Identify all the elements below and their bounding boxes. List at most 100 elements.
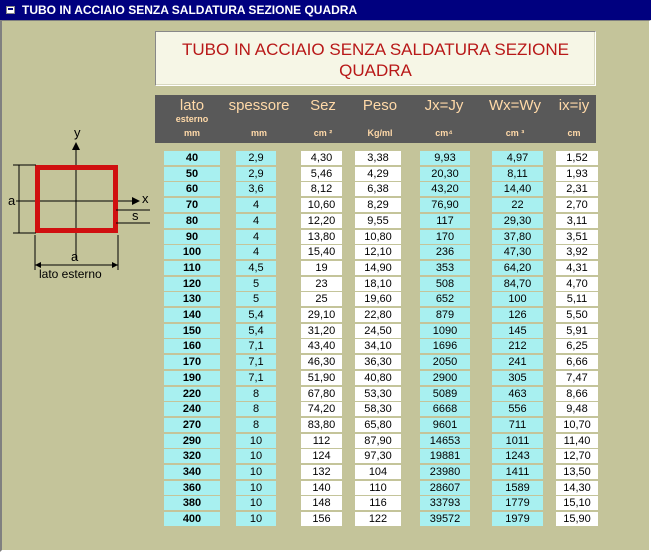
table-cell-wx-wy: 1011 xyxy=(492,434,543,448)
table-cell-wx-wy: 4,97 xyxy=(492,151,543,165)
table-cell-jx-jy: 14653 xyxy=(420,434,470,448)
table-cell-sez: 67,80 xyxy=(301,387,342,401)
table-cell-spessore: 5 xyxy=(236,277,276,291)
table-cell-jx-jy: 353 xyxy=(420,261,470,275)
table-cell-wx-wy: 556 xyxy=(492,402,543,416)
column-header-lato-esterno: lato esterno mm xyxy=(159,95,225,143)
table-cell-jx-jy: 236 xyxy=(420,245,470,259)
table-cell-spessore: 5,4 xyxy=(236,308,276,322)
table-cell-ix-iy: 8,66 xyxy=(556,387,598,401)
table-cell-wx-wy: 1589 xyxy=(492,481,543,495)
table-cell-lato-esterno: 340 xyxy=(164,465,220,479)
table-cell-jx-jy: 117 xyxy=(420,214,470,228)
column-name: lato xyxy=(179,97,205,114)
table-cell-sez: 156 xyxy=(301,512,342,526)
column-header-jx-jy: Jx=Jy cm⁴ xyxy=(414,95,474,143)
table-cell-spessore: 8 xyxy=(236,402,276,416)
table-cell-wx-wy: 212 xyxy=(492,339,543,353)
table-cell-sez: 124 xyxy=(301,449,342,463)
table-cell-lato-esterno: 290 xyxy=(164,434,220,448)
table-cell-spessore: 2,9 xyxy=(236,167,276,181)
section-diagram: y x a s a lato esterno xyxy=(6,125,156,283)
table-cell-spessore: 7,1 xyxy=(236,355,276,369)
table-cell-jx-jy: 6668 xyxy=(420,402,470,416)
table-cell-sez: 23 xyxy=(301,277,342,291)
column-unit: cm ² xyxy=(313,128,333,138)
column-unit: mm xyxy=(250,128,267,138)
table-cell-lato-esterno: 110 xyxy=(164,261,220,275)
table-cell-ix-iy: 2,31 xyxy=(556,182,598,196)
table-cell-spessore: 8 xyxy=(236,418,276,432)
window-icon[interactable] xyxy=(6,6,15,14)
bottom-dimension-label: a xyxy=(71,249,79,264)
table-cell-lato-esterno: 400 xyxy=(164,512,220,526)
tube-section-frame xyxy=(35,165,118,233)
table-cell-lato-esterno: 270 xyxy=(164,418,220,432)
table-cell-ix-iy: 13,50 xyxy=(556,465,598,479)
table-cell-lato-esterno: 60 xyxy=(164,182,220,196)
column-name: Sez xyxy=(310,97,336,114)
table-cell-sez: 15,40 xyxy=(301,245,342,259)
table-cell-ix-iy: 2,70 xyxy=(556,198,598,212)
table-cell-peso: 40,80 xyxy=(355,371,401,385)
table-cell-spessore: 3,6 xyxy=(236,182,276,196)
table-cell-spessore: 8 xyxy=(236,387,276,401)
table-cell-peso: 9,55 xyxy=(355,214,401,228)
table-cell-wx-wy: 8,11 xyxy=(492,167,543,181)
table-cell-sez: 46,30 xyxy=(301,355,342,369)
table-cell-lato-esterno: 120 xyxy=(164,277,220,291)
heading-line-2: QUADRA xyxy=(339,61,412,80)
table-cell-spessore: 5 xyxy=(236,292,276,306)
table-cell-ix-iy: 4,70 xyxy=(556,277,598,291)
thickness-label: s xyxy=(132,208,139,223)
column-header-sez: Sez cm ² xyxy=(298,95,348,143)
table-cell-jx-jy: 19881 xyxy=(420,449,470,463)
table-cell-ix-iy: 5,91 xyxy=(556,324,598,338)
table-cell-sez: 13,80 xyxy=(301,230,342,244)
column-header-wx-wy: Wx=Wy cm ³ xyxy=(482,95,548,143)
table-cell-ix-iy: 7,47 xyxy=(556,371,598,385)
table-cell-sez: 74,20 xyxy=(301,402,342,416)
client-area xyxy=(0,20,651,552)
table-cell-peso: 104 xyxy=(355,465,401,479)
table-cell-wx-wy: 47,30 xyxy=(492,245,543,259)
column-name: Wx=Wy xyxy=(489,97,541,114)
table-cell-peso: 6,38 xyxy=(355,182,401,196)
table-cell-peso: 4,29 xyxy=(355,167,401,181)
table-cell-peso: 10,80 xyxy=(355,230,401,244)
table-cell-ix-iy: 15,10 xyxy=(556,496,598,510)
table-cell-lato-esterno: 320 xyxy=(164,449,220,463)
table-cell-lato-esterno: 130 xyxy=(164,292,220,306)
table-cell-peso: 36,30 xyxy=(355,355,401,369)
table-cell-sez: 10,60 xyxy=(301,198,342,212)
table-cell-wx-wy: 711 xyxy=(492,418,543,432)
table-cell-jx-jy: 5089 xyxy=(420,387,470,401)
table-cell-peso: 53,30 xyxy=(355,387,401,401)
table-cell-lato-esterno: 360 xyxy=(164,481,220,495)
table-cell-peso: 58,30 xyxy=(355,402,401,416)
table-cell-ix-iy: 10,70 xyxy=(556,418,598,432)
table-cell-lato-esterno: 220 xyxy=(164,387,220,401)
y-axis-label: y xyxy=(74,125,81,140)
table-cell-jx-jy: 28607 xyxy=(420,481,470,495)
window-titlebar[interactable]: TUBO IN ACCIAIO SENZA SALDATURA SEZIONE … xyxy=(0,0,651,20)
table-cell-ix-iy: 3,11 xyxy=(556,214,598,228)
table-cell-jx-jy: 2900 xyxy=(420,371,470,385)
table-cell-lato-esterno: 190 xyxy=(164,371,220,385)
column-name: Jx=Jy xyxy=(424,97,464,114)
table-cell-spessore: 5,4 xyxy=(236,324,276,338)
column-name: Peso xyxy=(362,97,398,114)
table-cell-lato-esterno: 40 xyxy=(164,151,220,165)
table-cell-sez: 148 xyxy=(301,496,342,510)
table-cell-jx-jy: 2050 xyxy=(420,355,470,369)
table-cell-peso: 65,80 xyxy=(355,418,401,432)
table-cell-sez: 31,20 xyxy=(301,324,342,338)
table-cell-sez: 19 xyxy=(301,261,342,275)
table-cell-wx-wy: 241 xyxy=(492,355,543,369)
table-cell-peso: 19,60 xyxy=(355,292,401,306)
table-cell-wx-wy: 126 xyxy=(492,308,543,322)
column-subname: esterno xyxy=(175,114,209,124)
column-unit: cm⁴ xyxy=(435,128,453,138)
column-name: spessore xyxy=(228,97,290,114)
table-cell-spessore: 4 xyxy=(236,245,276,259)
